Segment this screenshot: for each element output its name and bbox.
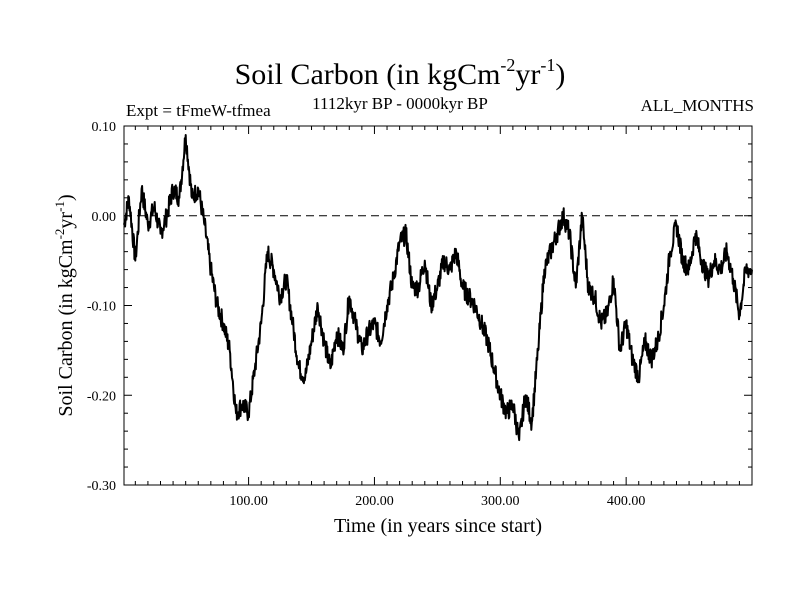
y-tick-label: -0.20 bbox=[87, 389, 116, 404]
series-line-soil-carbon bbox=[123, 134, 753, 442]
y-axis-title: Soil Carbon (in kgCm-2yr-1) bbox=[52, 194, 77, 416]
chart-title: Soil Carbon (in kgCm-2yr-1) bbox=[234, 55, 566, 91]
time-range-subtitle: 1112kyr BP - 0000kyr BP bbox=[312, 94, 488, 113]
y-tick-label: -0.30 bbox=[87, 479, 116, 494]
axis-tick-labels: 100.00 200.00 300.00 400.00 0.10 0.00 -0.10 -0.… bbox=[87, 120, 646, 509]
plot-frame bbox=[123, 125, 753, 486]
y-tick-label: 0.10 bbox=[92, 120, 117, 135]
x-tick-label: 400.00 bbox=[607, 494, 646, 509]
months-label: ALL_MONTHS bbox=[640, 96, 754, 115]
x-tick-label: 300.00 bbox=[481, 494, 520, 509]
x-tick-label: 100.00 bbox=[229, 494, 268, 509]
x-tick-label: 200.00 bbox=[355, 494, 394, 509]
x-axis-title: Time (in years since start) bbox=[334, 515, 542, 537]
experiment-label: Expt = tFmeW-tfmea bbox=[126, 101, 271, 120]
y-tick-label: -0.10 bbox=[87, 300, 116, 315]
y-tick-label: 0.00 bbox=[92, 210, 117, 225]
